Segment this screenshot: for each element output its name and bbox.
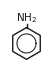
- Text: NH$_2$: NH$_2$: [16, 12, 37, 25]
